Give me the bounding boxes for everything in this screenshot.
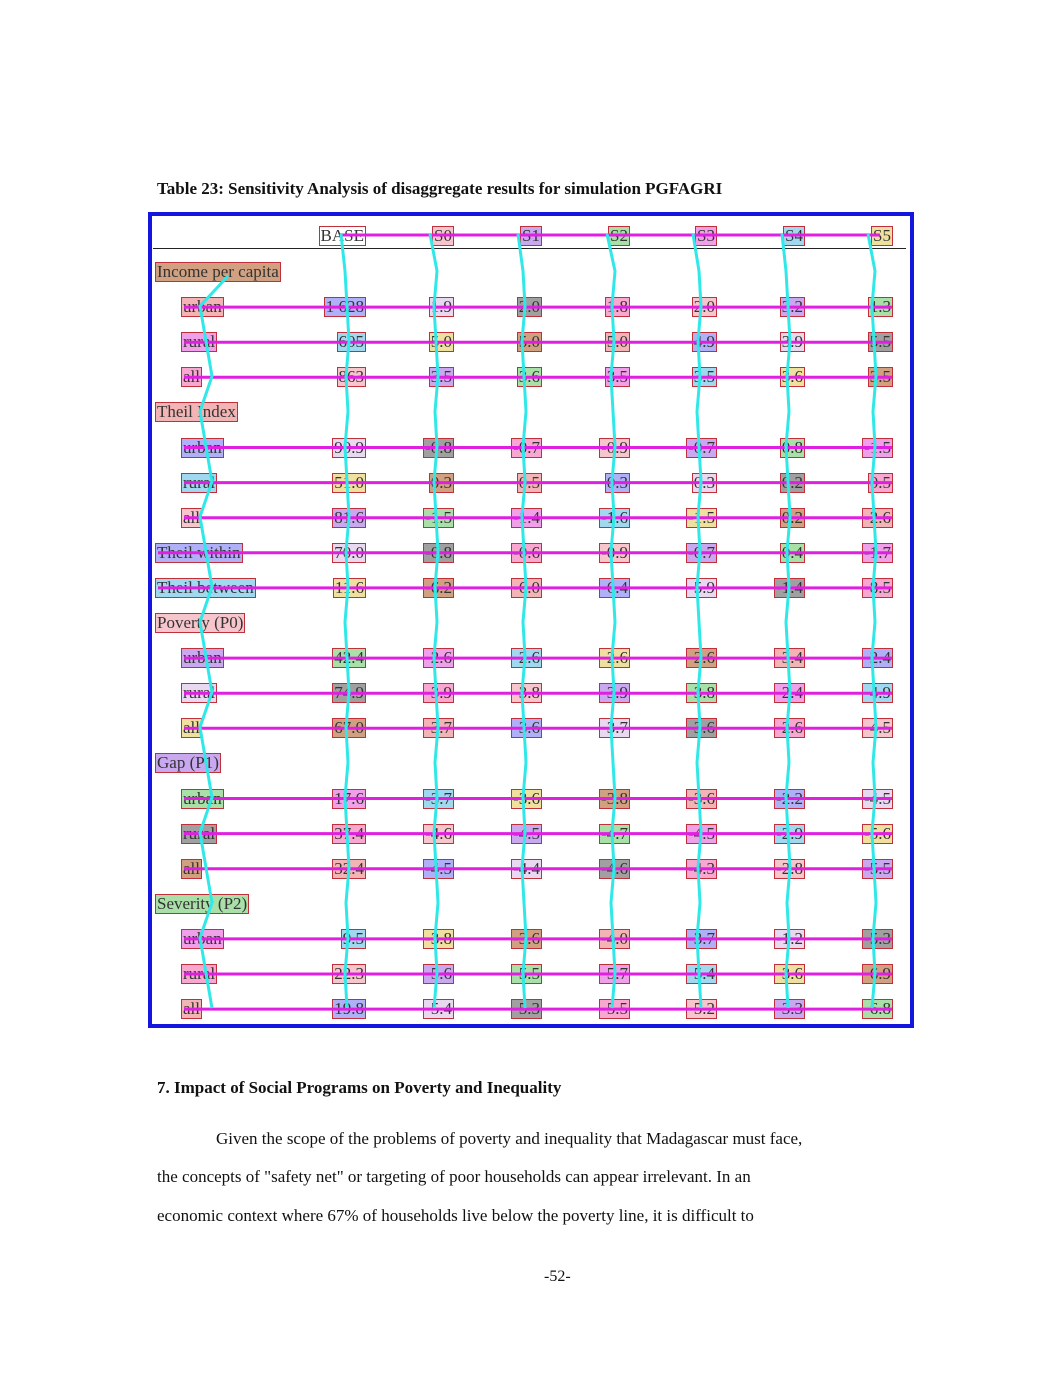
column-header-s5: S5	[871, 226, 893, 246]
column-guide-line	[516, 233, 528, 1009]
column-guide-line	[691, 233, 703, 1009]
row-label: Severity (P2)	[155, 893, 250, 914]
paragraph-line-2: the concepts of "safety net" or targetin…	[157, 1167, 751, 1186]
row-label: Income per capita	[155, 262, 281, 282]
page-number: -52-	[544, 1268, 571, 1285]
column-guide-line	[605, 233, 617, 1009]
paragraph-line-1: Given the scope of the problems of pover…	[216, 1129, 803, 1148]
table-frame	[148, 212, 914, 1028]
column-guide-line	[339, 233, 351, 1009]
table-cell: -4.5	[862, 788, 893, 809]
section-heading: 7. Impact of Social Programs on Poverty …	[157, 1078, 562, 1097]
row-label: Theil Index	[155, 402, 238, 423]
column-guide-line	[780, 233, 792, 1009]
table-header-rule	[153, 248, 906, 249]
column-guide-line	[428, 233, 440, 1009]
table-caption: Table 23: Sensitivity Analysis of disagg…	[157, 179, 723, 198]
paragraph-line-3: economic context where 67% of households…	[157, 1206, 754, 1225]
column-guide-line	[866, 233, 878, 1009]
label-guide-line	[198, 274, 230, 1009]
